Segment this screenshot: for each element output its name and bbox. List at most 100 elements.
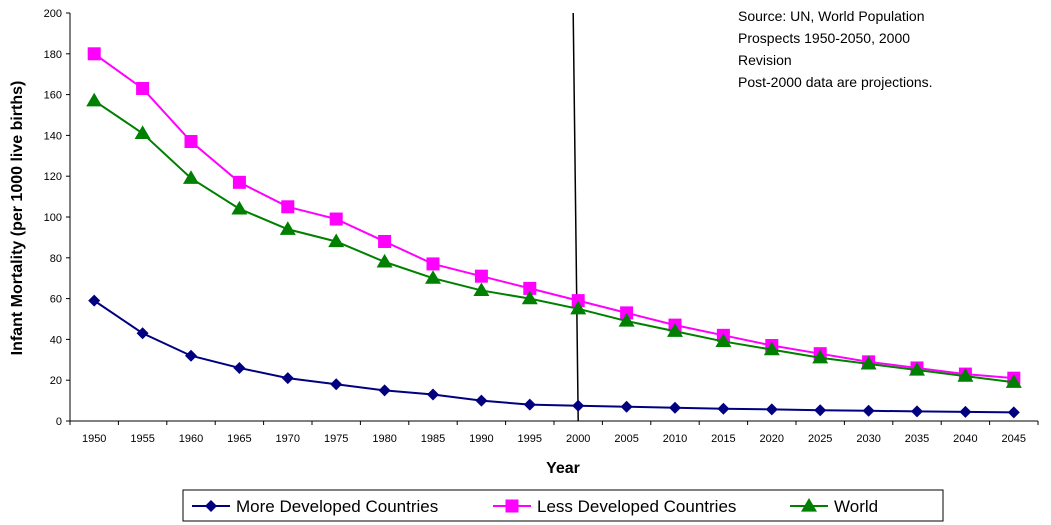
data-point xyxy=(281,372,294,385)
data-point xyxy=(765,403,778,416)
data-point xyxy=(667,323,683,337)
data-point xyxy=(232,175,246,189)
source-annotation: Source: UN, World Population Prospects 1… xyxy=(738,8,933,90)
annotation-line-1: Source: UN, World Population xyxy=(738,8,925,24)
data-point xyxy=(618,313,635,327)
annotation-line-2: Prospects 1950-2050, 2000 xyxy=(738,30,910,46)
data-point xyxy=(523,398,536,411)
legend: More Developed Countries Less Developed C… xyxy=(182,489,944,522)
data-point xyxy=(521,290,538,305)
y-tick-label: 20 xyxy=(50,375,62,387)
projection-divider-line xyxy=(572,12,579,422)
x-tick-label: 1955 xyxy=(130,433,154,445)
data-point xyxy=(523,281,537,295)
data-point xyxy=(572,399,585,412)
y-axis-ticks: 0 20 40 60 80 100 120 140 160 180 200 xyxy=(44,8,70,428)
y-tick-label: 0 xyxy=(56,416,62,428)
x-tick-label: 2025 xyxy=(808,433,832,445)
data-point xyxy=(717,402,730,415)
legend-label: More Developed Countries xyxy=(236,497,438,516)
data-point xyxy=(571,294,585,308)
y-tick-label: 120 xyxy=(44,171,62,183)
x-tick-label: 1960 xyxy=(179,433,203,445)
series-line xyxy=(93,99,1014,384)
data-point xyxy=(959,405,972,418)
data-point xyxy=(134,125,151,139)
data-point xyxy=(330,378,343,391)
x-tick-label: 2015 xyxy=(711,433,735,445)
data-point xyxy=(136,81,150,95)
x-axis-label: Year xyxy=(546,460,580,477)
y-tick-label: 140 xyxy=(44,130,62,142)
data-point xyxy=(136,327,149,340)
data-point xyxy=(473,282,490,297)
data-point xyxy=(1007,406,1020,419)
x-tick-label: 1950 xyxy=(82,433,106,445)
series-1 xyxy=(88,294,1020,419)
annotation-line-3: Revision xyxy=(738,52,792,68)
legend-marker xyxy=(505,499,519,513)
data-point xyxy=(620,306,634,320)
x-tick-label: 2010 xyxy=(663,433,687,445)
data-point xyxy=(378,384,391,397)
data-point xyxy=(185,349,197,362)
x-tick-label: 1990 xyxy=(469,433,493,445)
data-point xyxy=(231,200,248,215)
x-tick-label: 2045 xyxy=(1002,433,1026,445)
series-line xyxy=(93,299,1014,414)
legend-label: World xyxy=(834,497,878,516)
data-point xyxy=(814,404,827,417)
data-point xyxy=(88,294,101,307)
y-tick-label: 80 xyxy=(50,253,62,265)
data-point xyxy=(184,135,198,149)
data-point xyxy=(281,200,295,214)
data-point xyxy=(233,361,246,374)
y-tick-label: 180 xyxy=(44,49,62,61)
y-axis-label: Infant Mortality (per 1000 live births) xyxy=(9,81,26,356)
data-point xyxy=(860,355,877,370)
y-tick-label: 200 xyxy=(44,8,62,20)
x-tick-label: 1965 xyxy=(227,433,251,445)
x-tick-label: 2020 xyxy=(760,433,784,445)
x-axis-ticks: 1950 1955 1960 1965 1970 1975 1980 1985 1990 1995… xyxy=(69,421,1039,445)
x-tick-label: 1995 xyxy=(518,433,542,445)
data-point xyxy=(570,300,587,315)
y-tick-label: 160 xyxy=(44,90,62,102)
data-point xyxy=(87,47,101,61)
y-tick-label: 40 xyxy=(50,334,62,346)
data-point xyxy=(620,400,633,413)
data-point xyxy=(862,404,875,417)
data-point xyxy=(474,269,488,283)
legend-marker xyxy=(801,498,817,512)
data-point xyxy=(378,234,392,248)
y-tick-label: 100 xyxy=(44,212,62,224)
x-tick-label: 2000 xyxy=(566,433,590,445)
series-3 xyxy=(86,92,1022,388)
data-point xyxy=(909,362,925,376)
data-point xyxy=(911,405,923,418)
x-tick-label: 2005 xyxy=(614,433,638,445)
data-point xyxy=(1005,374,1022,388)
annotation-line-4: Post-2000 data are projections. xyxy=(738,74,933,90)
x-tick-label: 1980 xyxy=(372,433,396,445)
data-point xyxy=(715,333,732,348)
data-point xyxy=(328,233,345,248)
data-point xyxy=(427,388,439,401)
x-tick-label: 2035 xyxy=(905,433,929,445)
data-point xyxy=(812,349,829,364)
y-tick-label: 60 xyxy=(50,294,62,306)
data-point xyxy=(183,170,199,184)
data-point xyxy=(279,221,296,235)
data-point xyxy=(763,341,780,356)
x-tick-label: 1970 xyxy=(276,433,300,445)
legend-label: Less Developed Countries xyxy=(537,497,736,516)
data-point xyxy=(425,270,441,284)
legend-marker xyxy=(205,500,217,512)
data-point xyxy=(426,257,440,271)
data-point xyxy=(957,368,974,382)
x-tick-label: 1985 xyxy=(421,433,445,445)
series-line xyxy=(93,52,1014,380)
data-point xyxy=(669,401,681,414)
x-tick-label: 1975 xyxy=(324,433,348,445)
